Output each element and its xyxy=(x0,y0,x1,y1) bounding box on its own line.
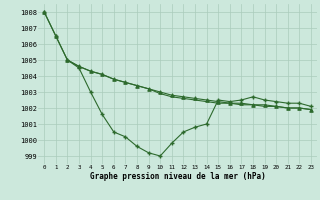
X-axis label: Graphe pression niveau de la mer (hPa): Graphe pression niveau de la mer (hPa) xyxy=(90,172,266,181)
